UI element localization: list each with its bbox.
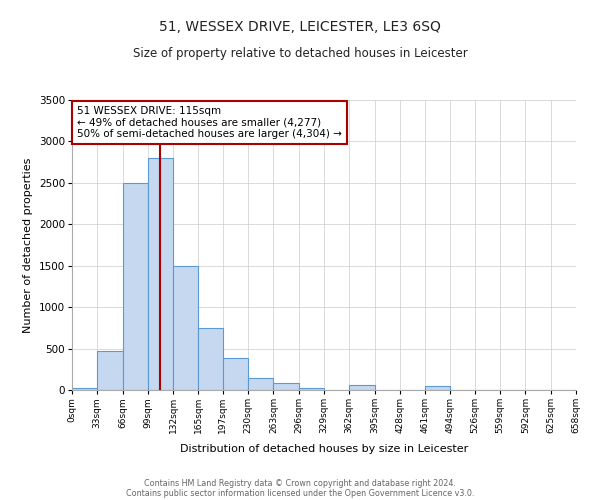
Text: 51 WESSEX DRIVE: 115sqm
← 49% of detached houses are smaller (4,277)
50% of semi: 51 WESSEX DRIVE: 115sqm ← 49% of detache…	[77, 106, 342, 139]
Bar	[199, 328, 223, 390]
Bar	[97, 351, 122, 390]
Text: 51, WESSEX DRIVE, LEICESTER, LE3 6SQ: 51, WESSEX DRIVE, LEICESTER, LE3 6SQ	[159, 20, 441, 34]
Bar	[299, 388, 324, 390]
Bar	[173, 266, 199, 390]
Bar	[122, 183, 148, 390]
Bar	[425, 386, 451, 390]
Bar	[248, 378, 274, 390]
Text: Contains public sector information licensed under the Open Government Licence v3: Contains public sector information licen…	[126, 488, 474, 498]
Text: Size of property relative to detached houses in Leicester: Size of property relative to detached ho…	[133, 48, 467, 60]
Bar	[72, 388, 97, 390]
Text: Contains HM Land Registry data © Crown copyright and database right 2024.: Contains HM Land Registry data © Crown c…	[144, 478, 456, 488]
Bar	[274, 384, 299, 390]
Bar	[148, 158, 173, 390]
X-axis label: Distribution of detached houses by size in Leicester: Distribution of detached houses by size …	[180, 444, 468, 454]
Bar	[349, 385, 374, 390]
Y-axis label: Number of detached properties: Number of detached properties	[23, 158, 33, 332]
Bar	[223, 358, 248, 390]
